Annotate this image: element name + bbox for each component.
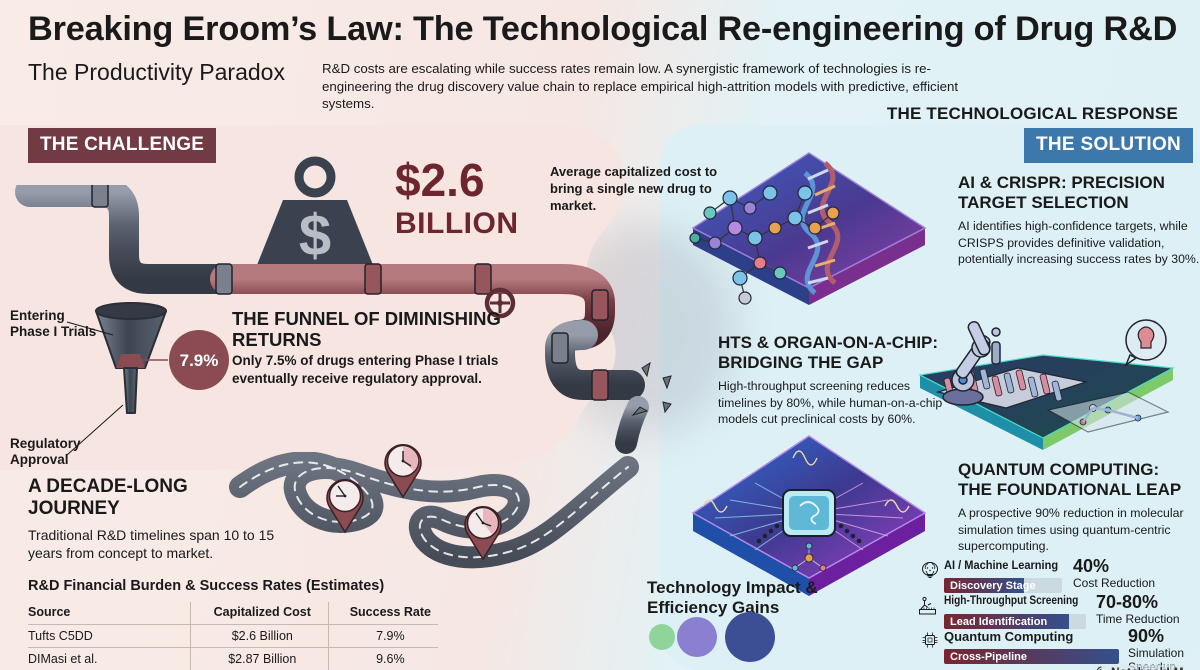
svg-text:7.9%: 7.9%	[180, 351, 219, 370]
